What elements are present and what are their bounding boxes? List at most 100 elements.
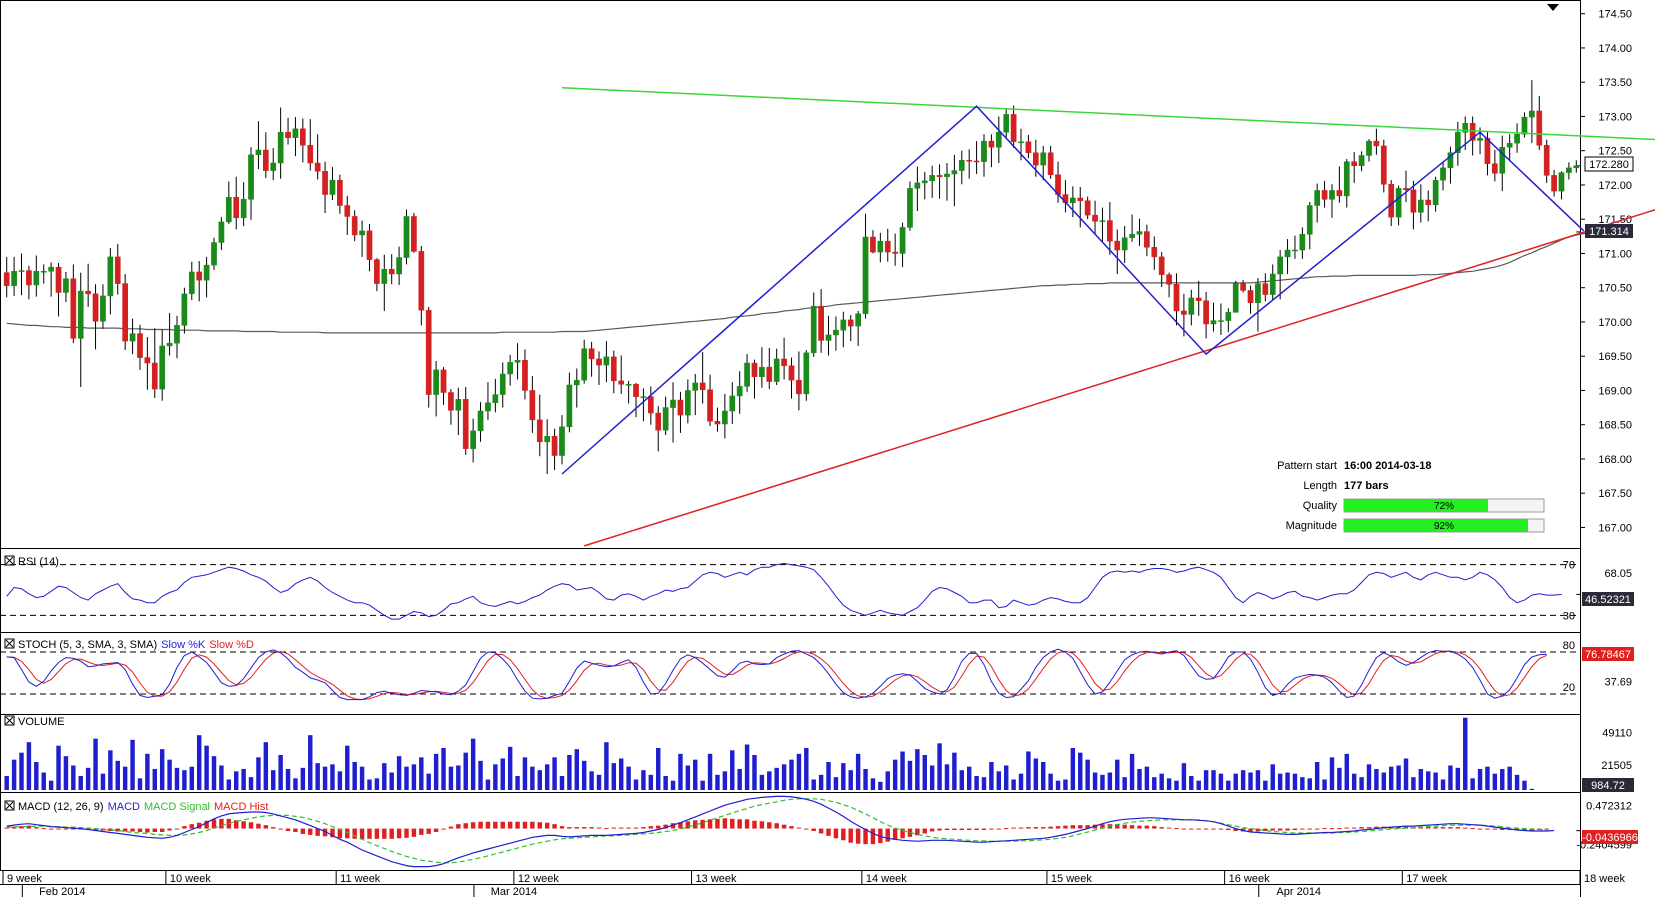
macd-title[interactable]: MACD (12, 26, 9) MACD MACD Signal MACD Hist — [4, 800, 268, 813]
macd-hist-bar — [774, 823, 779, 829]
volume-bar — [1078, 752, 1083, 790]
bearish-candle — [655, 412, 662, 431]
volume-bar — [1085, 759, 1090, 790]
volume-bar — [937, 743, 942, 790]
bullish-candle — [1558, 172, 1565, 192]
bullish-candle — [1432, 179, 1439, 206]
rsi-close-icon[interactable] — [4, 555, 15, 566]
bearish-candle — [92, 293, 99, 322]
bearish-candle — [1380, 145, 1387, 185]
bullish-candle — [470, 430, 476, 449]
macd-panel[interactable]: 0.472312-0.2404599 — [4, 795, 1632, 868]
price-tick-label: 167.50 — [1598, 488, 1632, 500]
volume-bar — [1233, 773, 1238, 790]
week-label: 15 week — [1051, 873, 1092, 885]
macd-hist-bar — [537, 822, 542, 829]
volume-title-text: VOLUME — [18, 716, 64, 728]
macd-hist-bar — [359, 828, 365, 840]
bullish-candle — [77, 290, 84, 339]
macd-hist-bar — [663, 824, 668, 829]
bearish-candle — [884, 240, 891, 253]
macd-hist-bar — [737, 819, 742, 829]
macd-hist-bar — [1085, 825, 1090, 829]
volume-bar — [1115, 759, 1120, 790]
volume-bar — [1411, 777, 1416, 790]
macd-hist-bar — [1233, 828, 1238, 831]
rsi-title[interactable]: RSI (14) — [4, 555, 59, 568]
bearish-candle — [522, 360, 528, 391]
stoch-panel[interactable]: 80 20 37.69 — [0, 640, 1632, 701]
price-panel[interactable]: 174.50 174.00 173.50 173.00 172.50 172.00 171.… — [3, 9, 1655, 547]
macd-hist-bar — [1329, 828, 1335, 830]
bullish-candle — [1292, 249, 1298, 252]
bearish-candle — [418, 251, 425, 311]
volume-bar — [981, 777, 987, 790]
bullish-candle — [840, 319, 847, 331]
bullish-candle — [129, 333, 136, 342]
volume-bar — [256, 757, 261, 790]
volume-close-icon[interactable] — [4, 715, 15, 726]
volume-bar — [922, 755, 927, 790]
volume-title[interactable]: VOLUME — [4, 715, 64, 728]
volume-bar — [678, 753, 683, 790]
scroll-down-icon[interactable] — [1547, 4, 1559, 11]
bearish-candle — [144, 357, 151, 364]
macd-hist-bar — [581, 827, 587, 829]
stoch-close-icon[interactable] — [4, 638, 15, 649]
bearish-candle — [966, 160, 973, 162]
volume-panel[interactable]: 49110 21505 — [4, 717, 1632, 790]
volume-bar — [1181, 763, 1187, 790]
macd-hist-bar — [145, 828, 150, 833]
bearish-candle — [1144, 231, 1150, 248]
macd-hist-bar — [1033, 827, 1039, 829]
stoch-title[interactable]: STOCH (5, 3, SMA, 3, SMA) Slow %K Slow %D — [4, 638, 254, 651]
bullish-candle — [692, 382, 699, 391]
volume-bar — [1314, 762, 1320, 790]
bearish-candle — [1388, 184, 1395, 218]
macd-hist-bar — [981, 828, 987, 831]
macd-hist-bar — [48, 828, 54, 830]
macd-hist-bar — [1115, 824, 1120, 829]
volume-bar — [1277, 773, 1283, 790]
macd-hist-bar — [263, 825, 269, 829]
volume-bar — [34, 762, 39, 790]
volume-bar — [870, 778, 876, 790]
price-tick-label: 173.00 — [1598, 111, 1632, 123]
macd-close-icon[interactable] — [4, 800, 15, 811]
week-label: 13 week — [696, 873, 737, 885]
macd-hist-bar — [248, 822, 254, 829]
macd-hist-bar — [826, 828, 831, 836]
macd-legend-signal: MACD Signal — [144, 801, 210, 813]
volume-bar — [737, 769, 742, 790]
price-tick-label: 170.00 — [1598, 317, 1632, 329]
macd-hist-bar — [130, 828, 135, 832]
bearish-candle — [70, 278, 77, 339]
volume-bar — [1018, 773, 1024, 790]
volume-bar — [1507, 766, 1512, 790]
volume-bar — [596, 774, 602, 790]
bullish-candle — [1225, 312, 1232, 321]
macd-hist-bar — [855, 828, 861, 844]
stoch-tick-label: 37.69 — [1604, 677, 1632, 689]
macd-hist-bar — [196, 822, 202, 829]
magnitude-bar-fill — [1344, 519, 1528, 532]
macd-hist-bar — [56, 828, 61, 830]
rsi-panel[interactable]: 70 30 68.05 — [0, 560, 1632, 623]
volume-bar — [1189, 776, 1194, 790]
volume-bar — [633, 779, 639, 790]
macd-hist-bar — [1359, 827, 1364, 829]
bearish-candle — [114, 256, 121, 284]
volume-bar — [530, 766, 535, 790]
bearish-candle — [699, 382, 706, 391]
macd-hist-bar — [922, 828, 927, 834]
macd-hist-bar — [448, 826, 454, 829]
bullish-candle — [603, 356, 610, 366]
volume-bar — [241, 769, 246, 790]
pattern-start-value: 16:00 2014-03-18 — [1344, 460, 1431, 472]
macd-hist-bar — [966, 828, 972, 831]
bullish-candle — [1314, 190, 1321, 206]
bullish-candle — [1566, 167, 1572, 173]
bearish-candle — [1373, 140, 1380, 147]
price-tick-label: 172.00 — [1598, 180, 1632, 192]
macd-hist-bar — [596, 827, 602, 829]
